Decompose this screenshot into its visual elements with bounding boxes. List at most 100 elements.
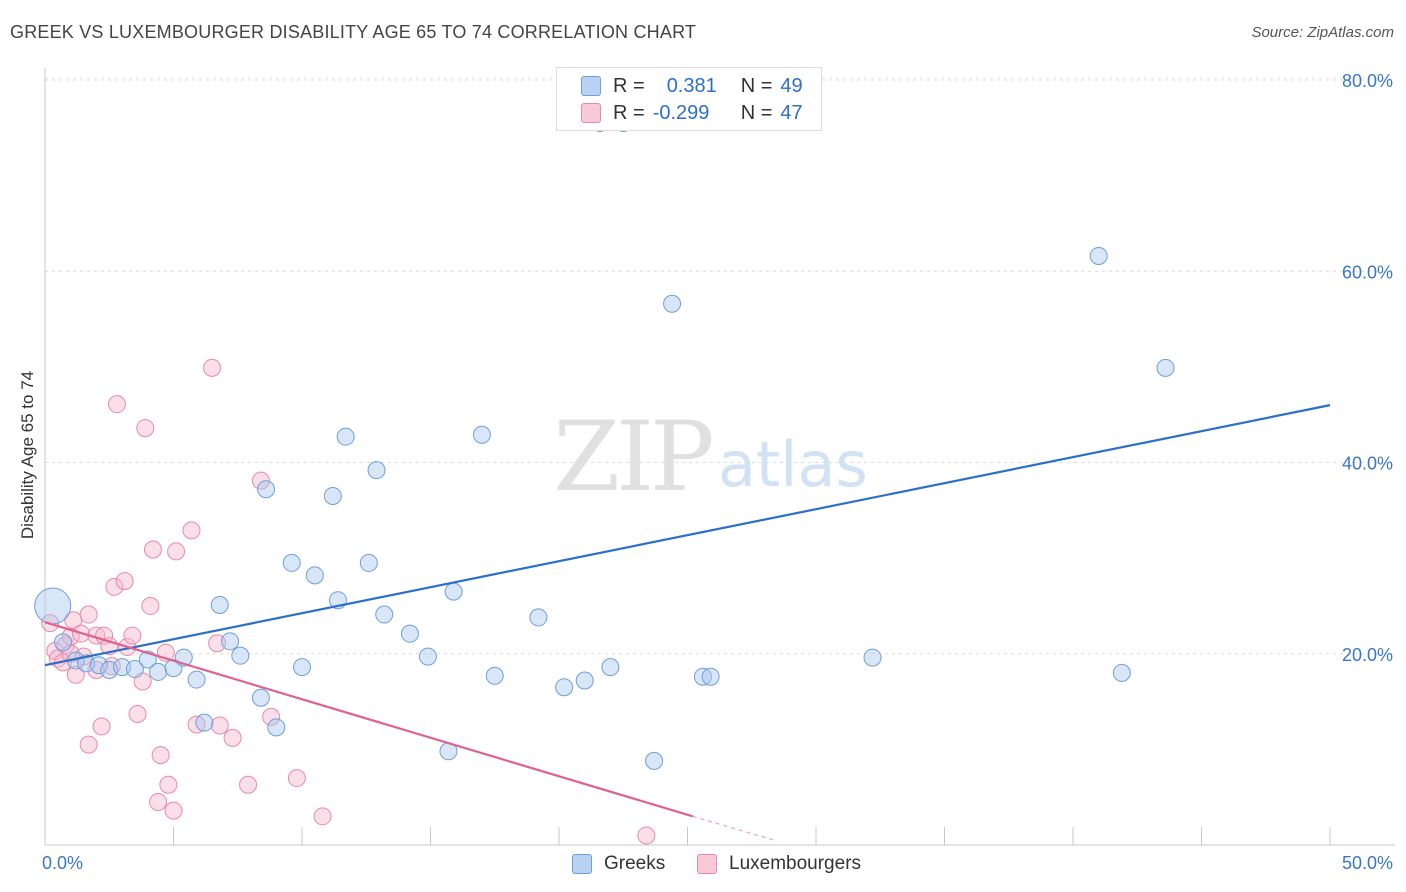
greek-point (645, 751, 664, 770)
luxembourger-point (182, 521, 201, 540)
watermark-zip: ZIP (553, 401, 712, 513)
greek-point (1089, 246, 1108, 265)
greeks-legend-label: Greeks (604, 853, 666, 874)
greek-point (418, 647, 437, 666)
luxembourger-point (95, 626, 114, 645)
luxembourger-point (128, 704, 147, 723)
luxembourger-point (164, 801, 183, 820)
x-tick-label: 50.0% (1342, 853, 1393, 873)
luxembourger-point (79, 605, 98, 624)
luxembourger-point (223, 728, 242, 747)
luxembourgers-n-value: 47 (780, 101, 803, 124)
greek-point (529, 608, 548, 627)
luxembourgers-r-value: -0.299 (652, 101, 710, 124)
luxembourger-point (262, 707, 281, 726)
greek-point (305, 566, 324, 585)
luxembourgers-swatch-icon (581, 103, 601, 123)
greek-point (125, 660, 144, 679)
luxembourger-point (187, 715, 206, 734)
greeks-points (34, 114, 1175, 770)
greeks-r-value: 0.381 (666, 74, 717, 97)
luxembourgers-legend-label: Luxembourgers (729, 853, 862, 874)
axes (44, 68, 1395, 846)
luxembourger-point (151, 746, 170, 765)
greek-point (323, 486, 342, 505)
luxembourgers-points (41, 358, 656, 845)
stats-legend: R = 0.381 N = 49 R = -0.299 N = 47 (556, 67, 822, 131)
greek-point (257, 480, 276, 499)
greek-point (485, 666, 504, 685)
luxembourger-point (141, 596, 160, 615)
luxembourger-point (136, 419, 155, 438)
greek-point (367, 461, 386, 480)
luxembourger-point (56, 636, 75, 655)
greeks-legend-icon (572, 854, 592, 874)
greeks-trend-line (44, 404, 1331, 667)
greek-point (251, 688, 270, 707)
gridlines (45, 77, 1395, 655)
greek-point (149, 662, 168, 681)
chart-title: GREEK VS LUXEMBOURGER DISABILITY AGE 65 … (10, 22, 697, 42)
n-label: N = (740, 101, 773, 124)
greek-point (336, 427, 355, 446)
luxembourger-point (637, 826, 656, 845)
greek-point (89, 656, 108, 675)
legend-row-luxembourgers: R = -0.299 N = 47 (581, 101, 803, 125)
r-label: R = (613, 101, 645, 124)
r-label: R = (613, 74, 645, 97)
greek-point (375, 605, 394, 624)
y-tick-label: 40.0% (1342, 454, 1393, 474)
greek-point (663, 294, 682, 313)
y-tick-label: 80.0% (1342, 71, 1393, 91)
luxembourger-point (92, 717, 111, 736)
luxembourger-point (105, 577, 124, 596)
bottom-legend-luxembourgers: Luxembourgers (697, 851, 861, 877)
greek-point (701, 667, 720, 686)
luxembourger-point (143, 540, 162, 559)
greek-point (282, 553, 301, 572)
greek-point (400, 624, 419, 643)
greek-point (575, 671, 594, 690)
greek-point (472, 425, 491, 444)
n-label: N = (740, 74, 773, 97)
source-label: Source: ZipAtlas.com (1251, 24, 1394, 41)
greeks-swatch-icon (581, 76, 601, 96)
greek-point (444, 582, 463, 601)
luxembourger-point (149, 792, 168, 811)
greek-point (195, 713, 214, 732)
luxembourger-point (87, 661, 106, 680)
x-tick-label: 0.0% (42, 853, 83, 873)
trend-lines (44, 404, 1331, 842)
legend-row-greeks: R = 0.381 N = 49 (581, 74, 803, 98)
luxembourger-point (123, 626, 142, 645)
greeks-n-value: 49 (780, 74, 803, 97)
greek-point (693, 667, 712, 686)
greek-point (231, 646, 250, 665)
greek-point (267, 718, 286, 737)
watermark: ZIP atlas (553, 401, 867, 513)
greek-point (1156, 358, 1175, 377)
luxembourger-point (210, 716, 229, 735)
greek-point (187, 670, 206, 689)
luxembourgers-legend-icon (697, 854, 717, 874)
luxembourger-point (203, 358, 222, 377)
luxembourger-point (79, 735, 98, 754)
luxembourger-point (239, 775, 258, 794)
greek-point (863, 648, 882, 667)
luxembourger-point (287, 769, 306, 788)
greek-point (53, 633, 72, 652)
greek-point (34, 587, 72, 625)
greek-point (293, 658, 311, 677)
greek-point (555, 678, 574, 697)
luxembourger-point (251, 471, 270, 490)
tick-labels: 20.0% 40.0% 60.0% 80.0% 0.0% 50.0% (42, 71, 1393, 873)
luxembourger-point (167, 542, 186, 561)
luxembourger-point (66, 665, 85, 684)
luxembourger-point (115, 572, 134, 591)
watermark-atlas: atlas (718, 428, 868, 501)
luxembourger-point (107, 395, 126, 414)
luxembourger-point (159, 775, 178, 794)
luxembourgers-trend-line (44, 621, 693, 818)
greek-point (1112, 663, 1131, 682)
